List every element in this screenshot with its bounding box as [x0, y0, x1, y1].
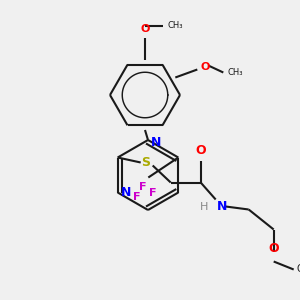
Text: F: F — [133, 191, 140, 202]
Text: N: N — [217, 200, 227, 213]
Text: CH₃: CH₃ — [297, 265, 300, 275]
Text: N: N — [151, 136, 161, 148]
Text: F: F — [139, 182, 146, 191]
Text: O: O — [268, 242, 279, 254]
Text: N: N — [121, 186, 131, 199]
Text: CH₃: CH₃ — [227, 68, 243, 77]
Text: CH₃: CH₃ — [167, 22, 182, 31]
Text: O: O — [140, 24, 150, 34]
Text: F: F — [149, 188, 156, 197]
Text: H: H — [200, 202, 209, 212]
Text: O: O — [200, 62, 210, 73]
Text: O: O — [195, 145, 206, 158]
Text: S: S — [141, 156, 150, 169]
